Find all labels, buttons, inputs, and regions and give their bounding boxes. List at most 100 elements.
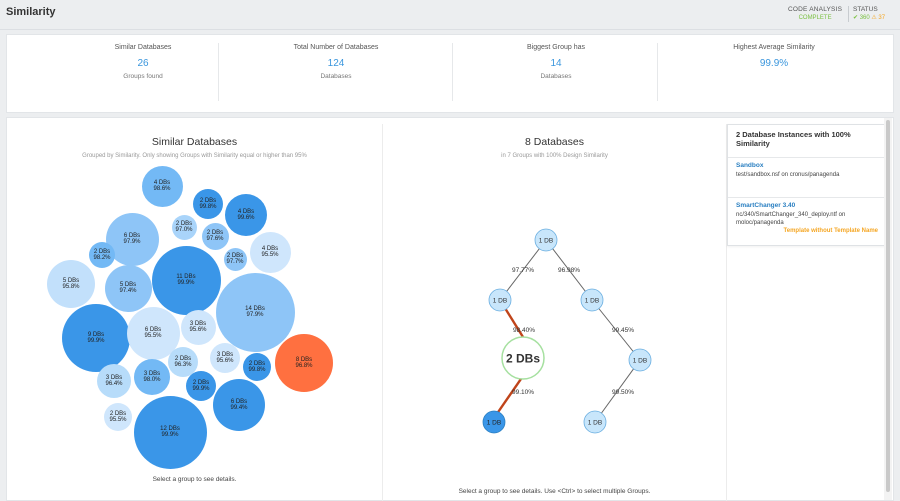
bubble-count: 6 DBs bbox=[144, 326, 162, 333]
group-bubble[interactable]: 14 DBs 97.9% bbox=[215, 272, 295, 352]
stat-divider bbox=[452, 43, 453, 101]
group-bubble[interactable]: 4 DBs 99.6% bbox=[225, 194, 267, 236]
tree-node-leaf-right[interactable]: 1 DB bbox=[583, 410, 607, 434]
tree-node-label: 2 DBs bbox=[506, 352, 540, 366]
edge-label-root-left: 97.77% bbox=[512, 267, 534, 274]
bubble-count: 14 DBs bbox=[245, 305, 265, 312]
edge-root-left bbox=[499, 239, 547, 301]
tree-node-right2[interactable]: 1 DB bbox=[628, 348, 652, 372]
bubble-similarity: 99.4% bbox=[230, 405, 248, 411]
tree-node-label: 1 DB bbox=[493, 298, 507, 305]
stat-sub: Databases bbox=[540, 73, 572, 80]
bubble-count: 6 DBs bbox=[230, 398, 248, 405]
tree-hint: Select a group to see details. Use <Ctrl… bbox=[458, 488, 651, 495]
group-bubble[interactable]: 11 DBs 99.9% bbox=[151, 245, 221, 315]
bubble-similarity: 95.6% bbox=[189, 327, 207, 333]
bubble-similarity: 99.8% bbox=[199, 204, 217, 210]
details-item[interactable]: Sandbox test/sandbox.nsf on cronus/panag… bbox=[728, 158, 886, 198]
tree-node-left[interactable]: 1 DB bbox=[488, 288, 512, 312]
group-bubble[interactable]: 2 DBs 95.5% bbox=[104, 403, 132, 431]
tree-node-label: 1 DB bbox=[588, 420, 602, 427]
group-bubble[interactable]: 6 DBs 99.4% bbox=[213, 379, 265, 431]
details-title: 2 Database Instances with 100% Similarit… bbox=[728, 125, 886, 158]
bubble-count: 9 DBs bbox=[87, 331, 105, 338]
stat-biggest-group: Biggest Group has 14 Databases bbox=[456, 44, 656, 80]
code-analysis-label: CODE ANALYSIS bbox=[788, 6, 843, 13]
bubble-count: 2 DBs bbox=[109, 410, 127, 417]
bubble-count: 12 DBs bbox=[160, 425, 180, 432]
group-bubble[interactable]: 5 DBs 95.8% bbox=[47, 260, 95, 308]
bubble-count: 4 DBs bbox=[237, 208, 255, 215]
details-item[interactable]: SmartChanger 3.40 nc/340/SmartChanger_34… bbox=[728, 198, 886, 238]
bubble-count: 4 DBs bbox=[261, 245, 279, 252]
details-item-path: test/sandbox.nsf on cronus/panagenda bbox=[736, 172, 840, 178]
bubble-count: 8 DBs bbox=[295, 356, 313, 363]
bubble-count: 3 DBs bbox=[216, 351, 234, 358]
bubble-similarity: 96.3% bbox=[174, 362, 192, 368]
bubble-similarity: 97.4% bbox=[119, 288, 137, 294]
tree-node-label: 1 DB bbox=[633, 358, 647, 365]
bubble-similarity: 95.5% bbox=[109, 417, 127, 423]
edge-label-left-center: 98.40% bbox=[513, 327, 535, 334]
group-bubble[interactable]: 2 DBs 97.6% bbox=[201, 222, 229, 250]
group-bubble[interactable]: 2 DBs 99.9% bbox=[186, 371, 216, 401]
status-warn-count: ⚠ 37 bbox=[871, 15, 886, 21]
stat-value: 99.9% bbox=[759, 58, 789, 69]
tree-node-leaf-left[interactable]: 1 DB bbox=[482, 410, 506, 434]
group-bubble[interactable]: 2 DBs 97.0% bbox=[171, 214, 197, 240]
status-ok-count: ✔ 360 bbox=[853, 15, 870, 21]
similar-databases-subtitle: Grouped by Similarity. Only showing Grou… bbox=[82, 153, 307, 159]
stat-title: Biggest Group has bbox=[527, 44, 585, 51]
bubble-similarity: 97.6% bbox=[206, 236, 224, 242]
group-bubble[interactable]: 2 DBs 99.8% bbox=[243, 353, 271, 381]
group-bubble[interactable]: 4 DBs 98.6% bbox=[141, 165, 183, 207]
bubble-count: 2 DBs bbox=[93, 248, 111, 255]
bubble-count: 3 DBs bbox=[143, 370, 161, 377]
group-bubble[interactable]: 6 DBs 95.5% bbox=[126, 306, 180, 360]
code-analysis-indicator[interactable]: CODE ANALYSIS COMPLETE bbox=[788, 6, 842, 22]
stat-title: Similar Databases bbox=[114, 44, 172, 51]
group-bubble[interactable]: 3 DBs 95.6% bbox=[180, 309, 216, 345]
group-bubble[interactable]: 12 DBs 99.9% bbox=[133, 395, 207, 469]
tree-node-root[interactable]: 1 DB bbox=[534, 228, 558, 252]
bubble-count: 2 DBs bbox=[175, 220, 193, 227]
group-bubble[interactable]: 9 DBs 99.9% bbox=[62, 304, 130, 372]
bubble-similarity: 98.2% bbox=[93, 255, 111, 261]
group-bubble[interactable]: 3 DBs 98.0% bbox=[134, 359, 170, 395]
bubble-count: 5 DBs bbox=[62, 277, 80, 284]
edge-right-right2 bbox=[591, 299, 641, 361]
stat-title: Highest Average Similarity bbox=[733, 44, 815, 51]
tree-node-right[interactable]: 1 DB bbox=[580, 288, 604, 312]
status-indicator[interactable]: STATUS ✔ 360 ⚠ 37 bbox=[853, 6, 885, 22]
group-bubble[interactable]: 3 DBs 96.4% bbox=[97, 364, 131, 398]
tree-node-selected[interactable]: 2 DBs bbox=[501, 336, 545, 380]
bubble-count: 4 DBs bbox=[153, 179, 171, 186]
group-bubble[interactable]: 4 DBs 95.5% bbox=[249, 231, 291, 273]
tree-node-label: 1 DB bbox=[539, 238, 553, 245]
page-title: Similarity bbox=[6, 6, 56, 18]
status-label: STATUS bbox=[853, 6, 878, 13]
details-item-name[interactable]: SmartChanger 3.40 bbox=[736, 202, 796, 209]
stat-highest-similarity: Highest Average Similarity 99.9% bbox=[674, 44, 874, 73]
details-item-name[interactable]: Sandbox bbox=[736, 162, 764, 169]
bubble-similarity: 97.7% bbox=[226, 259, 244, 265]
bubble-similarity: 99.9% bbox=[161, 432, 179, 438]
stat-value: 124 bbox=[327, 58, 345, 69]
bubble-similarity: 99.6% bbox=[237, 215, 255, 221]
group-bubble[interactable]: 2 DBs 99.8% bbox=[193, 189, 223, 219]
group-bubble[interactable]: 2 DBs 98.2% bbox=[89, 242, 115, 268]
group-bubble[interactable]: 3 DBs 95.6% bbox=[210, 343, 240, 373]
scrollbar-thumb[interactable] bbox=[886, 120, 890, 492]
bubble-similarity: 96.4% bbox=[105, 381, 123, 387]
stat-title: Total Number of Databases bbox=[293, 44, 379, 51]
stat-sub: Groups found bbox=[123, 73, 163, 80]
group-bubble[interactable]: 5 DBs 97.4% bbox=[104, 264, 152, 312]
group-bubble[interactable]: 2 DBs 97.7% bbox=[223, 247, 247, 271]
bubble-similarity: 99.8% bbox=[248, 367, 266, 373]
bubble-chart-hint: Select a group to see details. bbox=[152, 476, 237, 483]
tree-node-label: 1 DB bbox=[487, 420, 501, 427]
bubble-similarity: 99.9% bbox=[87, 338, 105, 344]
top-bar: Similarity CODE ANALYSIS COMPLETE STATUS… bbox=[0, 0, 900, 30]
group-bubble[interactable]: 8 DBs 96.8% bbox=[275, 334, 333, 392]
bubble-similarity: 97.9% bbox=[123, 239, 141, 245]
